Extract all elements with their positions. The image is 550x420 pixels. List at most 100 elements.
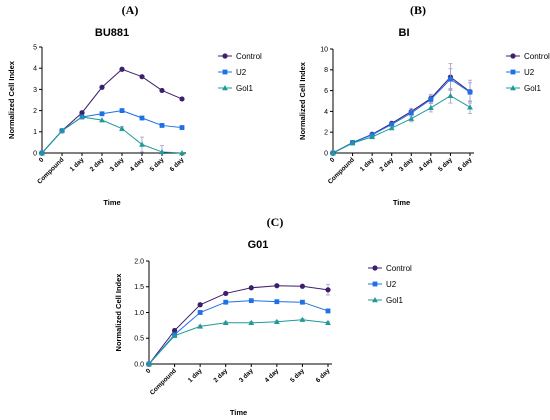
x-tick-label: 4 day	[264, 367, 281, 384]
legend-marker	[372, 297, 378, 303]
data-point	[159, 148, 165, 155]
data-point	[248, 319, 255, 325]
y-tick-label: 3	[33, 87, 37, 94]
data-point	[222, 319, 229, 325]
legend-label: Control	[236, 52, 262, 61]
data-point	[59, 127, 65, 133]
series-line	[41, 116, 183, 154]
data-point	[299, 283, 306, 289]
y-tick-label: 0.5	[134, 336, 144, 343]
legend-label: U2	[524, 68, 535, 77]
legend-item: Gol1	[506, 84, 541, 93]
series-line	[148, 285, 329, 365]
data-point	[427, 104, 434, 110]
x-tick-label: 0	[145, 367, 153, 375]
data-point	[171, 327, 178, 334]
series-gol1	[330, 88, 473, 156]
x-tick-label: 5 day	[289, 367, 306, 384]
x-tick-label: 1 day	[69, 156, 86, 173]
x-tick-label: 2 day	[378, 156, 395, 173]
data-point	[330, 150, 336, 156]
data-point	[139, 74, 145, 80]
data-point	[99, 117, 105, 123]
chart-title: G01	[248, 239, 269, 251]
y-tick-label: 1.5	[134, 284, 144, 291]
series-gol1	[146, 316, 331, 367]
data-point	[119, 125, 125, 131]
y-tick-label: 0	[324, 150, 328, 157]
legend-marker	[510, 85, 516, 91]
data-point	[299, 316, 306, 322]
data-point	[273, 318, 280, 324]
legend-label: Control	[386, 264, 412, 273]
data-point	[139, 115, 145, 121]
data-point	[159, 123, 165, 128]
y-tick-label: 2.0	[134, 258, 144, 265]
data-point	[448, 76, 453, 82]
panel-letter: (A)	[122, 3, 139, 17]
x-tick-label: 5 day	[149, 156, 166, 173]
data-point	[99, 111, 105, 117]
y-tick-label: 5	[33, 44, 37, 51]
y-tick-label: 2	[33, 108, 37, 115]
y-axis-label: Normalized Cell Index	[7, 60, 16, 139]
legend-label: Gol1	[236, 84, 253, 93]
legend-item: Control	[506, 52, 550, 61]
data-point	[369, 133, 376, 140]
x-tick-label: 6 day	[169, 156, 186, 173]
series-control	[39, 66, 185, 156]
legend-marker	[222, 53, 228, 59]
y-tick-label: 4	[324, 109, 328, 116]
data-point	[146, 361, 152, 367]
y-tick-label: 1.0	[134, 310, 144, 317]
legend-label: Gol1	[524, 84, 541, 93]
series-u2	[146, 298, 331, 367]
legend-item: Gol1	[368, 296, 403, 305]
data-point	[99, 84, 105, 90]
data-point	[408, 110, 414, 116]
panel-letter: (C)	[267, 215, 284, 229]
data-point	[79, 113, 85, 120]
y-tick-label: 1	[33, 129, 37, 136]
data-point	[389, 122, 395, 127]
data-point	[197, 302, 203, 308]
legend-marker	[510, 53, 516, 59]
chart-title: BU881	[95, 27, 129, 39]
y-tick-label: 6	[324, 88, 328, 95]
data-point	[248, 285, 254, 291]
x-axis-label: Time	[393, 198, 410, 207]
data-point	[197, 310, 203, 315]
legend-item: U2	[218, 68, 247, 77]
legend-item: U2	[506, 68, 535, 77]
x-tick-label: 2 day	[89, 156, 106, 173]
series-control	[146, 283, 331, 367]
legend-item: Control	[218, 52, 262, 61]
x-tick-label: 0	[38, 156, 46, 164]
legend-marker	[510, 69, 516, 75]
x-tick-label: 3 day	[398, 156, 415, 173]
x-tick-label: 4 day	[129, 156, 146, 173]
series-line	[332, 95, 471, 154]
data-point	[223, 290, 229, 297]
legend-marker	[222, 69, 228, 75]
y-tick-label: 8	[324, 67, 328, 74]
legend-label: U2	[386, 280, 397, 289]
data-point	[349, 140, 356, 146]
y-tick-label: 4	[33, 66, 37, 73]
x-axis-label: Time	[103, 198, 120, 207]
x-tick-label: 6 day	[315, 367, 332, 384]
data-point	[179, 150, 185, 156]
legend-label: Control	[524, 52, 550, 61]
data-point	[274, 299, 280, 305]
legend-label: U2	[236, 68, 247, 77]
series-line	[332, 78, 471, 154]
data-point	[325, 287, 331, 293]
data-point	[119, 108, 125, 113]
y-tick-label: 0	[33, 150, 37, 157]
data-point	[300, 299, 305, 305]
chart-title: BI	[399, 27, 410, 39]
data-point	[388, 125, 395, 131]
x-tick-label: 2 day	[212, 367, 229, 384]
